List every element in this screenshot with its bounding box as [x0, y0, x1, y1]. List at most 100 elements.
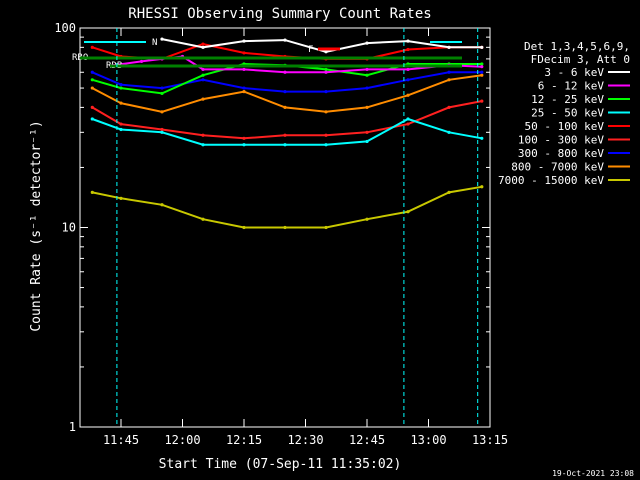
data-point [201, 78, 205, 82]
data-point [283, 89, 287, 94]
data-point [242, 136, 246, 140]
data-point [480, 62, 484, 66]
data-point [480, 65, 484, 69]
y-tick-label: 1 [69, 420, 76, 434]
data-point [324, 110, 328, 114]
data-point [90, 86, 94, 90]
data-point [160, 110, 164, 114]
data-point [324, 50, 328, 54]
data-point [160, 37, 164, 41]
y-tick-label: 100 [54, 21, 76, 35]
data-point [406, 67, 410, 72]
data-point [90, 117, 94, 121]
data-point [201, 133, 205, 137]
legend-label: 800 - 7000 keV [511, 161, 604, 174]
data-point [480, 45, 484, 49]
series-line [92, 185, 482, 229]
data-point [90, 105, 94, 109]
data-point [365, 217, 369, 221]
data-point [406, 47, 410, 52]
data-point [139, 59, 144, 64]
data-point [480, 99, 484, 103]
data-point [90, 78, 94, 82]
data-point [201, 97, 205, 101]
data-point [365, 105, 369, 109]
footer-date: 19-Oct-2021 23:08 [552, 469, 634, 478]
data-point [324, 70, 328, 74]
data-point [283, 133, 287, 137]
data-point [447, 70, 451, 74]
series-line [91, 74, 482, 113]
data-point [365, 86, 369, 90]
data-point [365, 67, 369, 72]
plot-area: 11:45 12:00 12:15 12:30 12:45 13:00 13:15 1 10 10… [54, 21, 508, 447]
x-axis-label: Start Time (07-Sep-11 11:35:02) [159, 457, 402, 472]
data-point [406, 39, 410, 43]
data-point [324, 133, 328, 137]
y-axis-label: Count Rate (s⁻¹ detector⁻¹) [29, 120, 44, 331]
data-point [160, 130, 164, 134]
legend: Det 1,3,4,5,6,9,FDecim 3, Att 03 - 6 keV… [498, 40, 630, 187]
data-point [201, 73, 205, 77]
data-point [160, 86, 164, 90]
data-point [324, 225, 328, 230]
legend-header: FDecim 3, Att 0 [531, 53, 630, 66]
x-tick-label: 12:00 [164, 433, 200, 447]
legend-label: 50 - 100 keV [525, 120, 605, 133]
data-point [447, 45, 451, 49]
data-point [365, 41, 369, 45]
data-point [365, 130, 369, 134]
data-point [119, 127, 123, 132]
data-point [283, 70, 287, 74]
data-point [480, 70, 484, 74]
data-point [242, 225, 246, 230]
series-line [91, 117, 482, 146]
data-point [201, 143, 205, 147]
legend-label: 3 - 6 keV [544, 66, 604, 79]
data-point [283, 143, 287, 147]
x-tick-label: 11:45 [103, 433, 139, 447]
data-point [242, 143, 246, 147]
data-point [160, 203, 164, 207]
data-point [90, 190, 94, 194]
data-point [242, 67, 246, 72]
annotation-label: N [152, 38, 157, 48]
data-point [160, 127, 164, 132]
data-point [447, 78, 451, 82]
data-point [201, 45, 205, 49]
data-point [447, 130, 451, 134]
data-point [160, 91, 164, 96]
data-point [324, 67, 328, 72]
data-point [406, 78, 410, 82]
data-point [480, 185, 484, 189]
data-point [242, 39, 246, 43]
data-point [365, 139, 369, 144]
legend-label: 100 - 300 keV [518, 134, 604, 147]
legend-label: 25 - 50 keV [531, 107, 604, 120]
data-point [406, 93, 410, 97]
legend-header: Det 1,3,4,5,6,9, [524, 40, 630, 53]
data-point [242, 86, 246, 90]
data-point [201, 42, 205, 46]
data-point [324, 143, 328, 147]
data-point [406, 117, 410, 121]
data-point [406, 210, 410, 214]
data-point [90, 70, 94, 74]
x-tick-label: 12:30 [287, 433, 323, 447]
data-point [201, 217, 205, 221]
data-point [447, 190, 451, 194]
data-point [119, 83, 123, 87]
chart-title: RHESSI Observing Summary Count Rates [128, 6, 431, 22]
data-point [201, 67, 205, 72]
y-tick-label: 10 [62, 221, 76, 235]
data-point [119, 86, 123, 90]
legend-label: 6 - 12 keV [538, 80, 605, 93]
data-point [480, 73, 484, 77]
legend-label: 12 - 25 keV [531, 93, 604, 106]
data-point [447, 105, 451, 109]
data-point [324, 89, 328, 94]
data-point [365, 73, 369, 77]
legend-label: 300 - 800 keV [518, 147, 604, 160]
data-point [119, 101, 123, 105]
